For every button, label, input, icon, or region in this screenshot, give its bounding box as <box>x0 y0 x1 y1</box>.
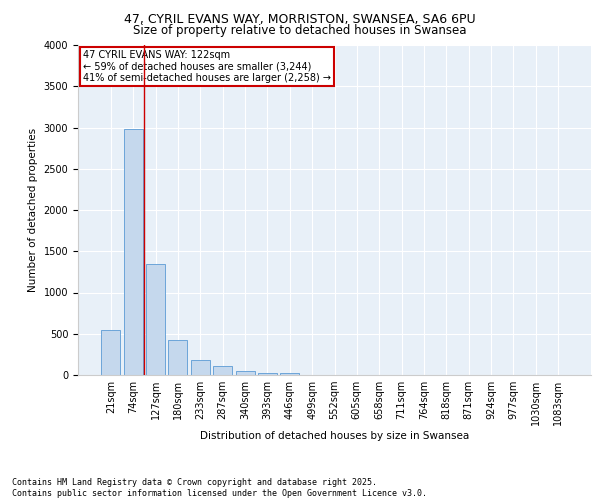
Text: 47, CYRIL EVANS WAY, MORRISTON, SWANSEA, SA6 6PU: 47, CYRIL EVANS WAY, MORRISTON, SWANSEA,… <box>124 12 476 26</box>
Bar <box>191 360 210 375</box>
Bar <box>280 374 299 375</box>
Text: Contains HM Land Registry data © Crown copyright and database right 2025.
Contai: Contains HM Land Registry data © Crown c… <box>12 478 427 498</box>
X-axis label: Distribution of detached houses by size in Swansea: Distribution of detached houses by size … <box>200 430 469 440</box>
Bar <box>213 366 232 375</box>
Bar <box>124 129 143 375</box>
Bar <box>236 371 254 375</box>
Text: Size of property relative to detached houses in Swansea: Size of property relative to detached ho… <box>133 24 467 37</box>
Bar <box>101 330 121 375</box>
Bar <box>258 372 277 375</box>
Bar <box>169 340 187 375</box>
Y-axis label: Number of detached properties: Number of detached properties <box>28 128 38 292</box>
Bar <box>146 264 165 375</box>
Text: 47 CYRIL EVANS WAY: 122sqm
← 59% of detached houses are smaller (3,244)
41% of s: 47 CYRIL EVANS WAY: 122sqm ← 59% of deta… <box>83 50 331 83</box>
